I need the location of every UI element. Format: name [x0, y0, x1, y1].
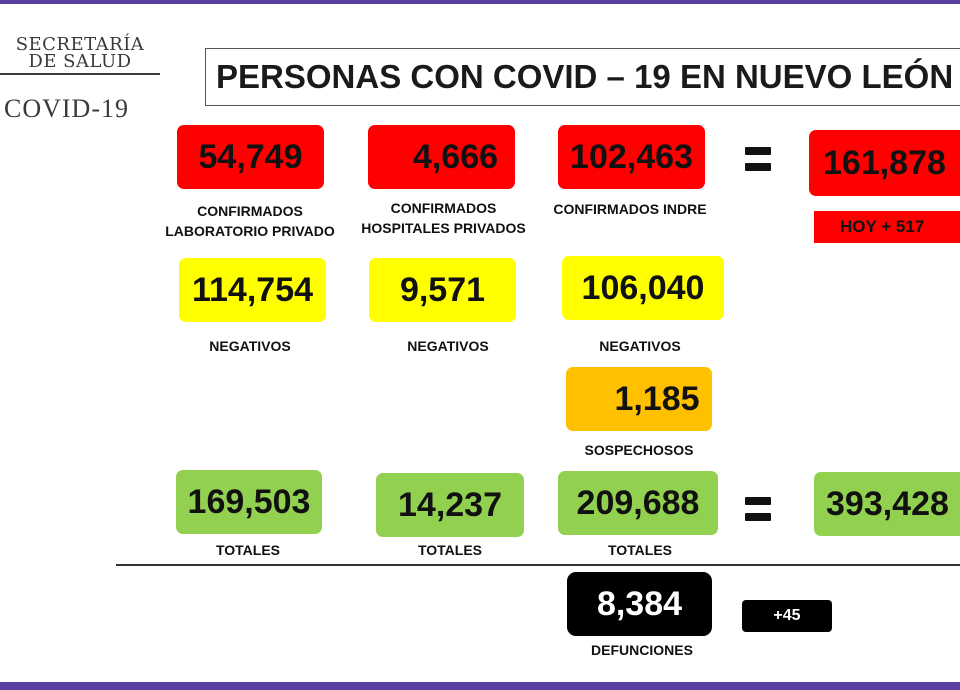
- equals-sign-confirmados: [745, 147, 771, 171]
- confirmados-privado-label-line2: LABORATORIO PRIVADO: [165, 223, 335, 239]
- logo-line-salud: DE SALUD: [0, 53, 160, 75]
- totales-indre-value: 209,688: [558, 471, 718, 535]
- negativos-hospitales-label: NEGATIVOS: [407, 338, 489, 354]
- top-frame-border: [0, 0, 960, 4]
- confirmados-indre-label: CONFIRMADOS INDRE: [553, 201, 707, 217]
- confirmados-hospitales-label-line2: HOSPITALES PRIVADOS: [361, 220, 526, 236]
- confirmados-hospitales-label: CONFIRMADOS HOSPITALES PRIVADOS: [346, 198, 541, 238]
- totales-indre-label: TOTALES: [607, 542, 673, 558]
- logo-covid-label: COVID-19: [4, 94, 129, 123]
- defunciones-increment-badge: +45: [742, 600, 832, 632]
- confirmados-privado-label: CONFIRMADOS LABORATORIO PRIVADO: [150, 201, 350, 241]
- sospechosos-value: 1,185: [566, 367, 712, 431]
- negativos-privado-label: NEGATIVOS: [209, 338, 291, 354]
- totales-hospitales-label: TOTALES: [417, 542, 483, 558]
- negativos-hospitales-value: 9,571: [369, 258, 516, 322]
- confirmados-hoy-badge: HOY + 517: [814, 211, 960, 243]
- defunciones-label: DEFUNCIONES: [591, 642, 693, 658]
- totales-privado-label: TOTALES: [215, 542, 281, 558]
- confirmados-privado-label-line1: CONFIRMADOS: [197, 203, 303, 219]
- equals-sign-totales: [745, 497, 771, 521]
- negativos-privado-value: 114,754: [179, 258, 326, 322]
- page-title: PERSONAS CON COVID – 19 EN NUEVO LEÓN: [205, 48, 960, 106]
- bottom-frame-border: [0, 682, 960, 690]
- confirmados-hospitales-label-line1: CONFIRMADOS: [390, 200, 497, 216]
- defunciones-value: 8,384: [567, 572, 712, 636]
- confirmados-indre-value: 102,463: [558, 125, 705, 189]
- totales-hospitales-value: 14,237: [376, 473, 524, 537]
- section-divider: [116, 564, 960, 566]
- confirmados-privado-value: 54,749: [177, 125, 324, 189]
- logo-line-secretaria: SECRETARÍA: [15, 34, 145, 55]
- negativos-indre-label: NEGATIVOS: [599, 338, 681, 354]
- sospechosos-label: SOSPECHOSOS: [584, 442, 694, 458]
- secretaria-salud-logo: SECRETARÍA DE SALUD COVID-19: [0, 34, 170, 123]
- confirmados-hospitales-value: 4,666: [368, 125, 515, 189]
- confirmados-total-value: 161,878: [809, 130, 960, 196]
- totales-privado-value: 169,503: [176, 470, 322, 534]
- negativos-indre-value: 106,040: [562, 256, 724, 320]
- totales-grand-value: 393,428: [814, 472, 960, 536]
